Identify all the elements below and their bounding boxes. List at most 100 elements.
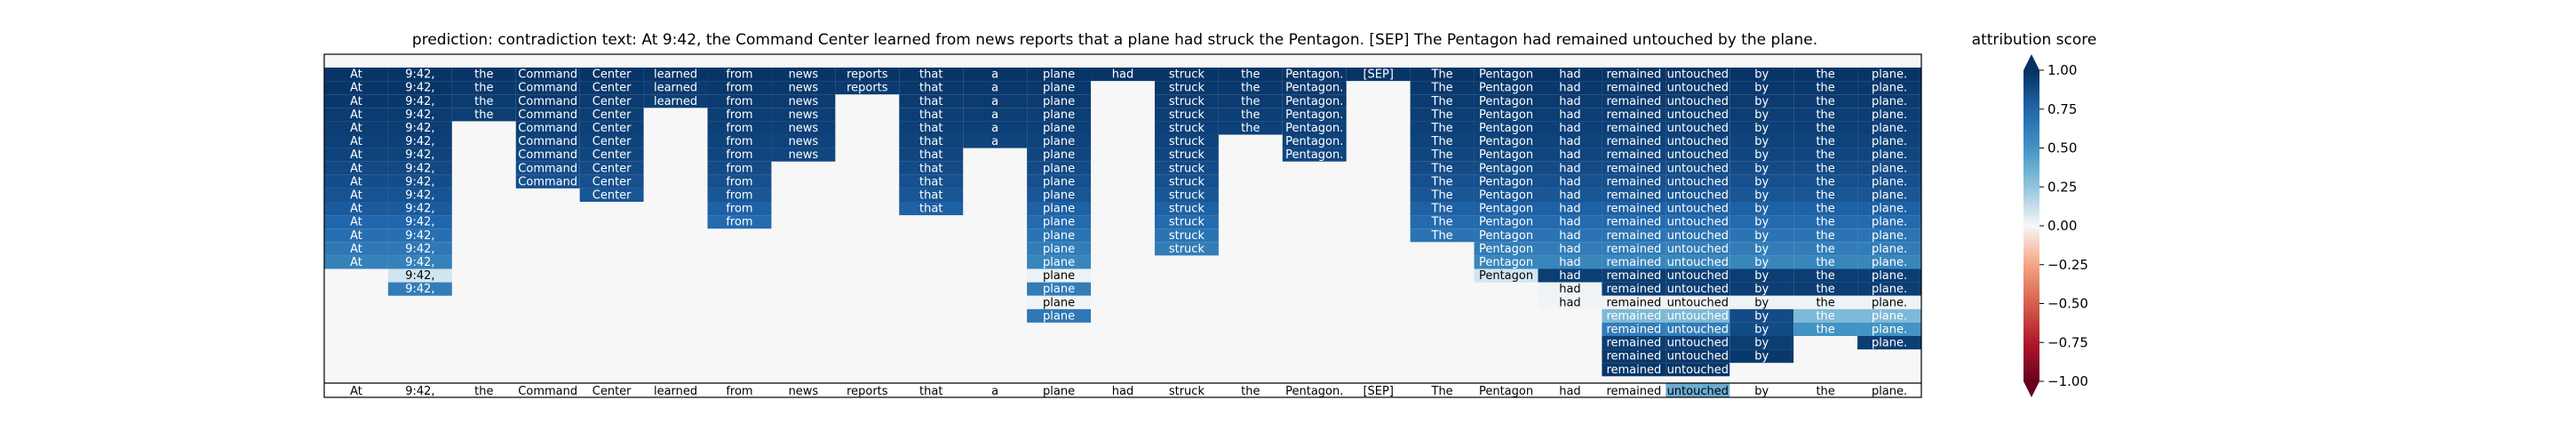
heatmap-cell bbox=[1154, 81, 1219, 95]
heatmap-cell-label: from bbox=[726, 189, 752, 203]
heatmap-cell-label: plane. bbox=[1872, 95, 1907, 108]
heatmap-cell-label: Pentagon. bbox=[1285, 82, 1343, 95]
heatmap-cell bbox=[451, 94, 516, 108]
heatmap-cell bbox=[1729, 94, 1794, 108]
colorbar-ticks: 1.00 0.75 0.50 0.25 0.00 −0.25 −0.50 −0.75 −1.00 bbox=[2039, 62, 2088, 389]
heatmap-cell bbox=[1410, 94, 1475, 108]
heatmap-cell bbox=[1154, 108, 1219, 122]
axis-token-label: news bbox=[789, 385, 819, 398]
heatmap-cell bbox=[1602, 268, 1666, 283]
heatmap-cell bbox=[1538, 81, 1602, 95]
heatmap-cell-label: the bbox=[1241, 68, 1260, 82]
axis-token-label: reports bbox=[847, 385, 888, 398]
axis-token-label: struck bbox=[1169, 385, 1205, 398]
heatmap-cell bbox=[1857, 215, 1921, 229]
heatmap-cell-label: remained bbox=[1606, 148, 1661, 162]
heatmap-cell-label: remained bbox=[1606, 283, 1661, 296]
heatmap-cell bbox=[1729, 255, 1794, 269]
heatmap-cell bbox=[1474, 174, 1538, 188]
axis-token-label: plane. bbox=[1872, 385, 1907, 398]
heatmap-cell-label: the bbox=[1816, 162, 1834, 175]
heatmap-cell-label: At bbox=[350, 229, 362, 243]
heatmap-cell-label: had bbox=[1559, 82, 1580, 95]
heatmap-cell-label: struck bbox=[1169, 95, 1205, 108]
heatmap-cell-label: remained bbox=[1606, 337, 1661, 350]
heatmap-cell bbox=[1602, 81, 1666, 95]
heatmap-cell-label: by bbox=[1754, 296, 1769, 309]
colorbar-tick-label: −1.00 bbox=[2047, 373, 2088, 389]
heatmap-cell bbox=[1538, 148, 1602, 162]
heatmap-cell bbox=[1857, 322, 1921, 336]
heatmap-cell-label: news bbox=[789, 108, 819, 122]
heatmap-cell bbox=[1666, 228, 1730, 243]
heatmap-cell-label: At bbox=[350, 175, 362, 188]
heatmap-cell bbox=[707, 148, 772, 162]
heatmap-cell-label: plane bbox=[1043, 82, 1075, 95]
heatmap-cell bbox=[1857, 202, 1921, 216]
heatmap-cell-label: Center bbox=[592, 175, 632, 188]
heatmap-cell-label: Command bbox=[518, 162, 577, 175]
heatmap-cell bbox=[707, 81, 772, 95]
heatmap-cell-label: untouched bbox=[1667, 283, 1729, 296]
heatmap-cell-label: Command bbox=[518, 95, 577, 108]
heatmap-cell-label: At bbox=[350, 135, 362, 148]
heatmap-cell bbox=[387, 202, 452, 216]
heatmap-cell bbox=[963, 134, 1028, 148]
heatmap-cell-label: Command bbox=[518, 108, 577, 122]
heatmap-cell-label: plane. bbox=[1872, 296, 1907, 309]
heatmap-cell-label: a bbox=[991, 108, 998, 122]
heatmap-cell-label: had bbox=[1559, 148, 1580, 162]
heatmap-cell-label: Pentagon bbox=[1479, 256, 1533, 269]
chart-title: prediction: contradiction text: At 9:42,… bbox=[412, 31, 1817, 49]
heatmap-cell bbox=[1793, 94, 1858, 108]
heatmap-cell bbox=[1027, 68, 1092, 82]
heatmap-cell-label: Pentagon bbox=[1479, 82, 1533, 95]
heatmap-cell-label: plane bbox=[1043, 95, 1075, 108]
heatmap-cell-label: remained bbox=[1606, 108, 1661, 122]
heatmap-cell-label: untouched bbox=[1667, 216, 1729, 229]
heatmap-cell-label: had bbox=[1559, 269, 1580, 283]
heatmap-cell bbox=[1027, 108, 1092, 122]
heatmap-cell bbox=[1729, 308, 1794, 323]
heatmap-cell bbox=[1793, 161, 1858, 175]
heatmap-cell-label: plane. bbox=[1872, 148, 1907, 162]
heatmap-cell-label: plane. bbox=[1872, 189, 1907, 203]
heatmap-cell-label: 9:42, bbox=[405, 189, 434, 203]
heatmap-cell bbox=[707, 161, 772, 175]
heatmap-cell bbox=[387, 121, 452, 135]
heatmap-cell bbox=[324, 255, 388, 269]
heatmap-cell-label: remained bbox=[1606, 122, 1661, 135]
axis-token-label: had bbox=[1559, 385, 1580, 398]
heatmap-cell-label: Center bbox=[592, 108, 632, 122]
heatmap-cell-label: by bbox=[1754, 269, 1769, 283]
heatmap-cell-label: by bbox=[1754, 82, 1769, 95]
heatmap-cell-label: Pentagon. bbox=[1285, 95, 1343, 108]
heatmap-cell bbox=[1218, 94, 1283, 108]
heatmap-cell-label: untouched bbox=[1667, 309, 1729, 323]
heatmap-cell bbox=[1027, 268, 1092, 283]
heatmap-cell bbox=[1857, 336, 1921, 350]
heatmap-cell bbox=[1602, 228, 1666, 243]
heatmap-cell-label: remained bbox=[1606, 229, 1661, 243]
heatmap-cell-label: plane bbox=[1043, 256, 1075, 269]
heatmap-cell bbox=[1027, 81, 1092, 95]
heatmap-cell-label: 9:42, bbox=[405, 269, 434, 283]
heatmap-cell-label: Center bbox=[592, 95, 632, 108]
heatmap-cell-label: untouched bbox=[1667, 296, 1729, 309]
heatmap-cell-label: Pentagon bbox=[1479, 229, 1533, 243]
heatmap-cell bbox=[899, 68, 964, 82]
heatmap-cell bbox=[1027, 215, 1092, 229]
heatmap-cell bbox=[643, 94, 708, 108]
heatmap-cell-label: from bbox=[726, 135, 752, 148]
heatmap-cell-label: plane bbox=[1043, 309, 1075, 323]
heatmap-cell-label: remained bbox=[1606, 296, 1661, 309]
heatmap-cell-label: Center bbox=[592, 122, 632, 135]
heatmap-cell bbox=[1474, 215, 1538, 229]
heatmap-cell-label: struck bbox=[1169, 122, 1205, 135]
heatmap-cell-label: from bbox=[726, 203, 752, 216]
heatmap-cell bbox=[324, 188, 388, 202]
heatmap-cell-label: plane. bbox=[1872, 324, 1907, 337]
heatmap-cell bbox=[1793, 134, 1858, 148]
heatmap-cell-label: 9:42, bbox=[405, 283, 434, 296]
heatmap-cell bbox=[387, 68, 452, 82]
